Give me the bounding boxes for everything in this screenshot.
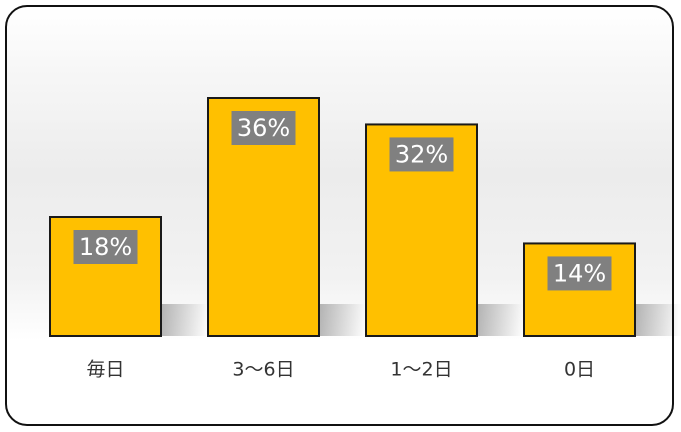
data-label: 18% — [79, 233, 132, 261]
bars-layer: 18% 毎日 36% 3～6日 32% 1～2日 14% 0日 — [49, 97, 681, 381]
category-label: 毎日 — [86, 359, 124, 381]
data-label-box — [389, 137, 454, 172]
data-label-box — [231, 111, 296, 145]
bar-shadow — [161, 304, 207, 336]
bar-shadow — [319, 304, 365, 336]
data-label-box — [73, 230, 138, 264]
data-label: 36% — [237, 114, 290, 142]
chart-frame — [5, 5, 674, 426]
data-label: 32% — [395, 140, 448, 168]
bar-shadow — [635, 304, 681, 336]
data-label-box — [547, 256, 612, 291]
category-label: 3～6日 — [232, 359, 294, 381]
category-label: 1～2日 — [390, 359, 452, 381]
category-label: 0日 — [564, 359, 595, 381]
bar-shadow — [477, 304, 523, 336]
data-label: 14% — [553, 259, 606, 287]
